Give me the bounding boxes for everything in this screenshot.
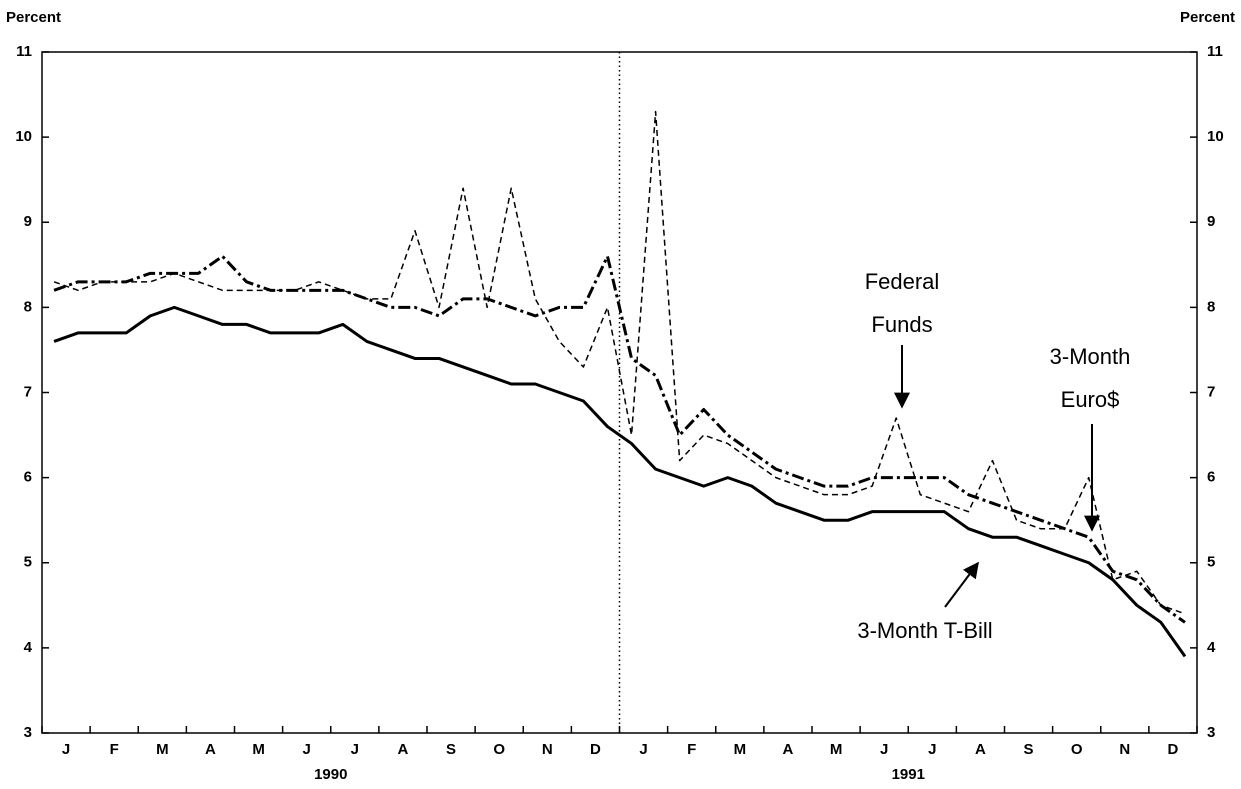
x-tick-label: M <box>156 741 169 758</box>
y-tick-label: 6 <box>24 469 32 486</box>
plot-frame <box>41 51 1198 734</box>
y2-tick-label: 5 <box>1207 554 1215 571</box>
x-tick-label: J <box>62 741 70 758</box>
series-line <box>53 110 1186 615</box>
x-tick-label: J <box>351 741 359 758</box>
x-tick-label: O <box>1071 741 1083 758</box>
y2-tick-label: 10 <box>1207 128 1224 145</box>
y2-tick-label: 9 <box>1207 213 1215 230</box>
y2-tick-label: 7 <box>1207 383 1215 400</box>
annotation: 3-Month T-Bill <box>857 618 992 643</box>
x-tick-label: F <box>687 741 696 758</box>
y2-tick-label: 11 <box>1207 43 1223 60</box>
x-tick-label: S <box>1024 741 1034 758</box>
x-tick-label: A <box>783 741 794 758</box>
y-tick-label: 9 <box>24 213 32 230</box>
series-line <box>53 305 1187 658</box>
x-tick-label: A <box>398 741 409 758</box>
y-axis-label: Percent <box>6 9 61 26</box>
annotation: Funds <box>871 312 932 337</box>
y-tick-label: 4 <box>24 639 33 656</box>
x-tick-label: M <box>734 741 747 758</box>
arrow <box>944 561 979 608</box>
x-tick-label: M <box>252 741 265 758</box>
x-tick-label: N <box>1119 741 1130 758</box>
y-tick-label: 10 <box>15 128 32 145</box>
y2-tick-label: 3 <box>1207 724 1215 741</box>
y-tick-label: 5 <box>24 554 32 571</box>
y2-tick-label: 6 <box>1207 469 1215 486</box>
y-tick-label: 3 <box>24 724 32 741</box>
x-tick-label: D <box>590 741 601 758</box>
x-tick-label: A <box>975 741 986 758</box>
x-tick-label: O <box>493 741 505 758</box>
x-tick-label: J <box>880 741 888 758</box>
x-tick-label: J <box>639 741 647 758</box>
y-tick-label: 7 <box>24 383 32 400</box>
x-tick-label: D <box>1168 741 1179 758</box>
x-tick-label: N <box>542 741 553 758</box>
y-tick-label: 8 <box>24 298 32 315</box>
series-line <box>53 254 1186 624</box>
year-label: 1991 <box>892 766 925 783</box>
annotation: 3-Month <box>1050 344 1131 369</box>
annotation: Federal <box>865 269 940 294</box>
y2-tick-label: 8 <box>1207 298 1215 315</box>
y-tick-label: 11 <box>16 43 32 60</box>
y2-axis-label: Percent <box>1180 9 1235 26</box>
x-tick-label: J <box>303 741 311 758</box>
year-label: 1990 <box>314 766 347 783</box>
x-tick-label: J <box>928 741 936 758</box>
x-tick-label: M <box>830 741 843 758</box>
x-tick-label: F <box>110 741 119 758</box>
x-tick-label: S <box>446 741 456 758</box>
y2-tick-label: 4 <box>1207 639 1216 656</box>
x-tick-label: A <box>205 741 216 758</box>
annotation: Euro$ <box>1061 387 1120 412</box>
